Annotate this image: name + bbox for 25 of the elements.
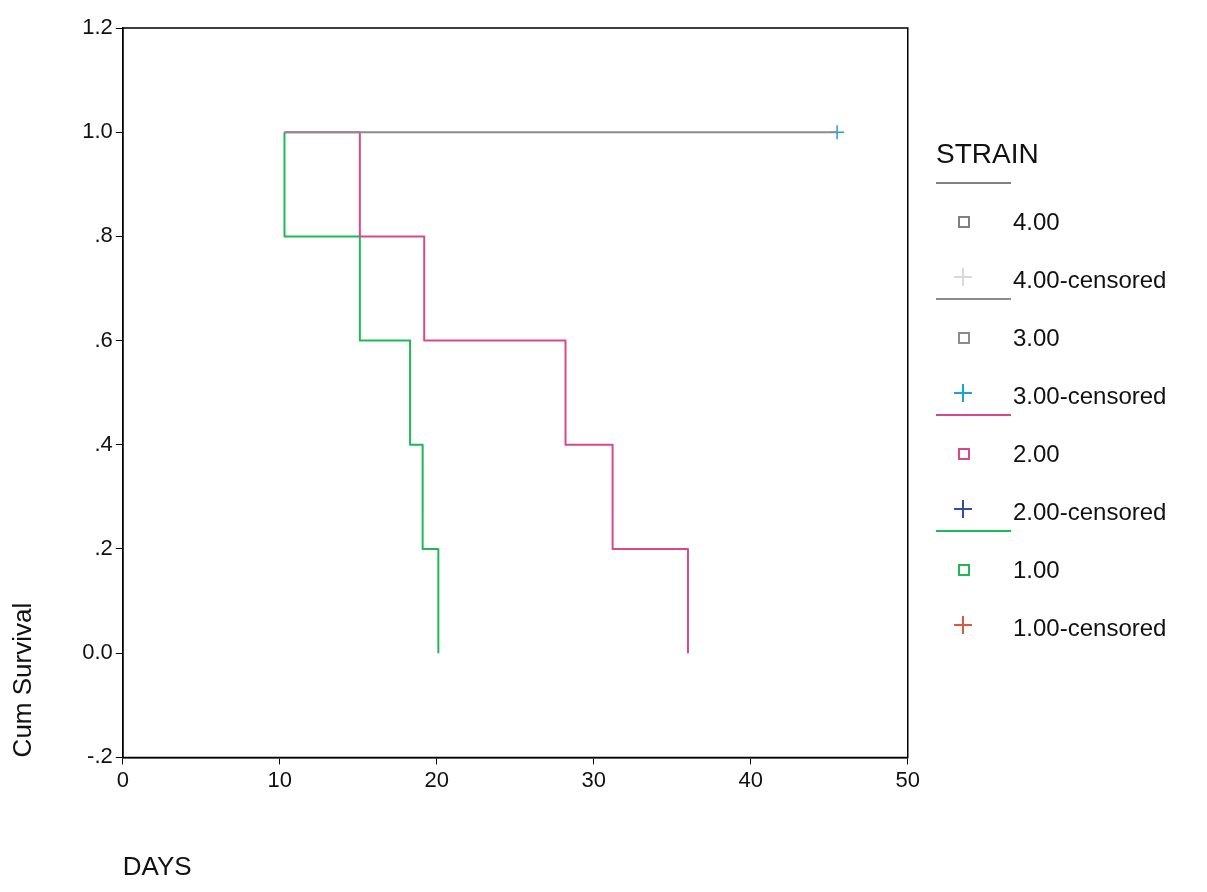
y-tick-label: 1.0 (82, 118, 113, 144)
legend-label: 1.00-censored (1013, 614, 1167, 642)
legend-label: 3.00 (1013, 324, 1060, 352)
x-tick-label: 0 (116, 766, 129, 792)
legend-label: 2.00-censored (1013, 498, 1167, 526)
x-tick-label: 40 (738, 766, 764, 792)
legend-label: 4.00 (1013, 208, 1060, 236)
y-tick-label: .4 (94, 430, 113, 456)
x-tick-label: 30 (581, 766, 607, 792)
x-tick-label: 20 (424, 766, 450, 792)
x-tick-label: 10 (267, 766, 293, 792)
y-tick-label: .6 (94, 326, 113, 352)
legend-label: 2.00 (1013, 440, 1060, 468)
x-tick-label: 50 (895, 766, 921, 792)
legend-label: 4.00-censored (1013, 266, 1167, 294)
legend-title: STRAIN (936, 138, 1040, 170)
y-axis-title: Cum Survival (6, 602, 37, 758)
x-axis-title: DAYS (122, 850, 192, 881)
y-tick-label: .8 (94, 222, 113, 248)
legend-label: 3.00-censored (1013, 382, 1167, 410)
y-tick-label: -.2 (87, 743, 113, 769)
y-tick-label: .2 (94, 535, 113, 561)
y-tick-label: 1.2 (82, 14, 113, 40)
y-tick-label: 0.0 (82, 639, 113, 665)
legend-label: 1.00 (1013, 556, 1060, 584)
